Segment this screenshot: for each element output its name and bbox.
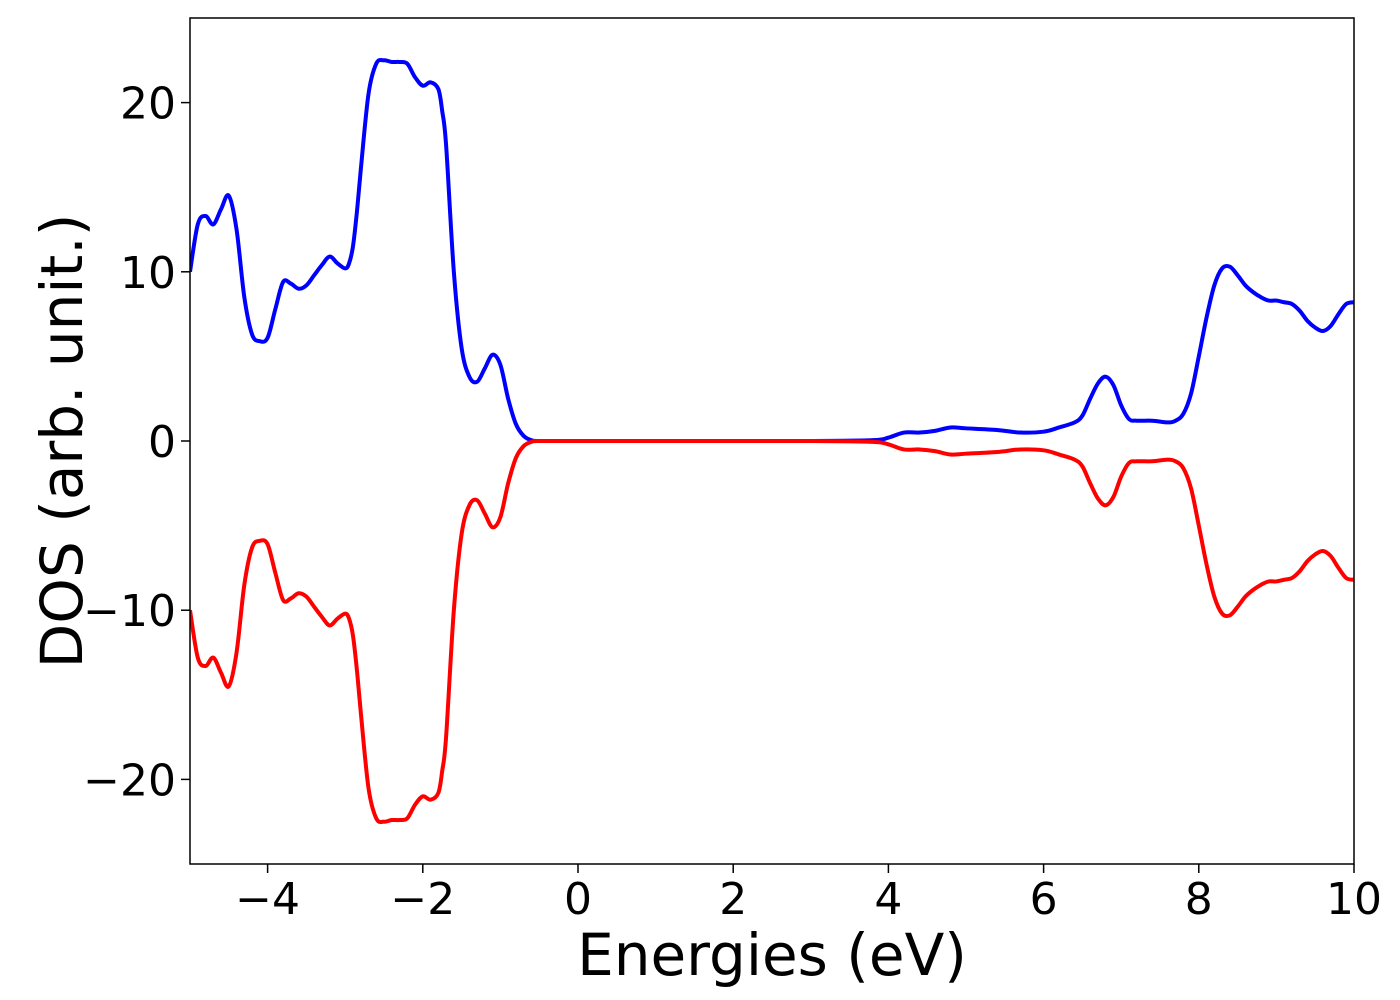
y-tick-label: 20 <box>120 79 176 130</box>
spin-up-line <box>190 57 1354 444</box>
x-tick-label: 0 <box>564 874 592 925</box>
series-lines <box>190 57 1354 825</box>
y-tick-label: −20 <box>83 755 176 806</box>
x-tick-label: 10 <box>1326 874 1382 925</box>
x-tick-label: 6 <box>1030 874 1058 925</box>
x-axis-ticks: −4 −2 0 2 4 6 8 10 <box>235 864 1382 925</box>
x-tick-label: 8 <box>1185 874 1213 925</box>
spin-down-line <box>190 438 1354 825</box>
y-tick-label: −10 <box>83 586 176 637</box>
x-tick-label: 2 <box>719 874 747 925</box>
x-tick-label: 4 <box>874 874 902 925</box>
y-tick-label: 10 <box>120 248 176 299</box>
x-tick-label: −4 <box>235 874 300 925</box>
x-tick-label: −2 <box>390 874 455 925</box>
x-axis-label: Energies (eV) <box>577 921 967 989</box>
y-axis-label: DOS (arb. unit.) <box>28 214 96 669</box>
y-axis-ticks: −20 −10 0 10 20 <box>83 79 190 806</box>
y-tick-label: 0 <box>148 417 176 468</box>
